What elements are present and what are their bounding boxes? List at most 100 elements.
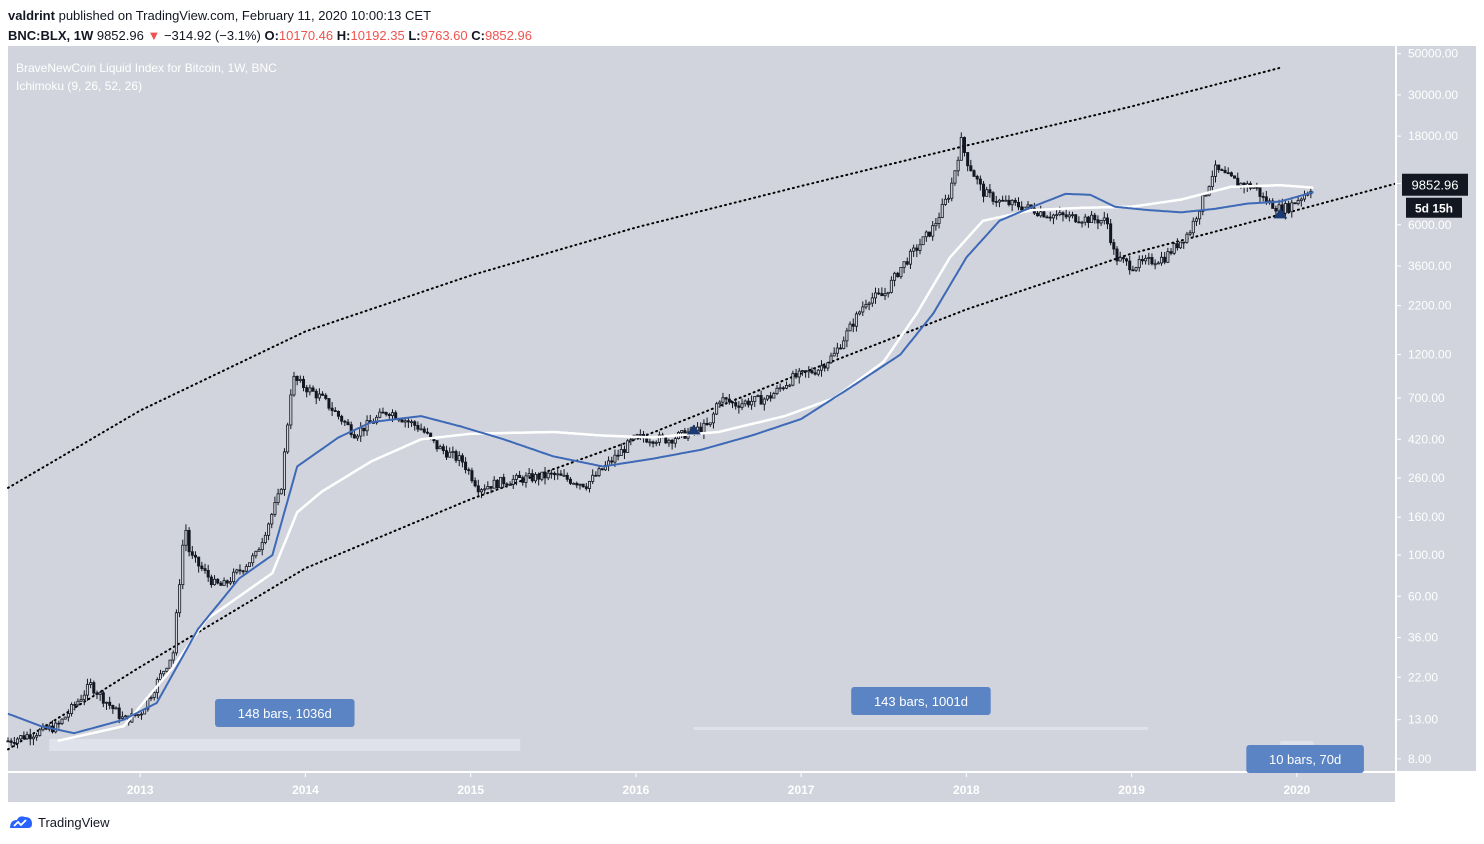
candle-body bbox=[327, 398, 331, 409]
up-triangle-icon bbox=[1273, 208, 1288, 219]
candle-body bbox=[826, 362, 830, 369]
candle-body bbox=[1115, 248, 1119, 262]
candle-body bbox=[1086, 216, 1090, 223]
candle-body bbox=[260, 542, 264, 551]
candle-body bbox=[1169, 251, 1173, 254]
candle-body bbox=[1179, 241, 1183, 249]
candle-body bbox=[270, 514, 274, 525]
candle-body bbox=[1204, 194, 1208, 197]
range-label-text: 148 bars, 1036d bbox=[238, 706, 332, 721]
candle-body bbox=[273, 502, 277, 515]
candle-body bbox=[559, 473, 563, 476]
candle-body bbox=[12, 742, 16, 744]
candle-body bbox=[219, 582, 223, 586]
candle-body bbox=[346, 421, 350, 426]
candle-body bbox=[267, 523, 271, 536]
candle-body bbox=[978, 178, 982, 185]
candle-body bbox=[330, 407, 334, 411]
price-change: −314.92 (−3.1%) bbox=[163, 28, 261, 43]
candle-body bbox=[403, 420, 407, 423]
candle-body bbox=[848, 323, 852, 332]
countdown-tag bbox=[1406, 197, 1462, 218]
candle-body bbox=[305, 387, 309, 393]
time-tick-label: 2016 bbox=[623, 783, 650, 797]
publisher-name[interactable]: valdrint bbox=[8, 8, 55, 23]
open-value: 10170.46 bbox=[278, 28, 334, 43]
candle-body bbox=[251, 555, 255, 564]
candle-body bbox=[1274, 208, 1278, 212]
candle-body bbox=[197, 556, 201, 567]
candle-body bbox=[654, 441, 658, 444]
candle-body bbox=[1175, 243, 1179, 249]
plot-area[interactable] bbox=[8, 46, 1396, 772]
candle-body bbox=[657, 434, 661, 443]
price-tick-label: 2200.00 bbox=[1408, 299, 1452, 313]
candle-body bbox=[737, 405, 741, 408]
candle-body bbox=[79, 699, 83, 702]
time-axis[interactable] bbox=[8, 772, 1396, 802]
price-tick-label: 260.00 bbox=[1408, 471, 1445, 485]
candle-body bbox=[54, 722, 58, 733]
candle-body bbox=[454, 451, 458, 461]
candle-body bbox=[340, 415, 344, 422]
candle-body bbox=[918, 244, 922, 251]
candle-body bbox=[28, 734, 32, 740]
candle-body bbox=[527, 473, 531, 477]
candle-body bbox=[893, 272, 897, 281]
candle-body bbox=[66, 713, 70, 718]
candle-body bbox=[759, 395, 763, 405]
candle-body bbox=[159, 673, 163, 680]
last-price-tag-text: 9852.96 bbox=[1412, 178, 1459, 193]
candle-body bbox=[1239, 182, 1243, 186]
candle-body bbox=[139, 713, 143, 716]
price-axis[interactable] bbox=[1396, 46, 1476, 772]
candle-body bbox=[333, 410, 337, 412]
candle-body bbox=[994, 201, 998, 203]
candle-body bbox=[810, 370, 814, 374]
candle-body bbox=[193, 554, 197, 558]
candle-body bbox=[880, 293, 884, 297]
candle-body bbox=[524, 475, 528, 483]
price-tick-label: 36.00 bbox=[1408, 631, 1438, 645]
candle-body bbox=[70, 704, 74, 714]
candle-body bbox=[1109, 223, 1113, 243]
candle-body bbox=[406, 420, 410, 423]
candle-body bbox=[352, 434, 356, 439]
candle-body bbox=[854, 313, 858, 327]
candle-body bbox=[16, 738, 20, 744]
close-label: C: bbox=[471, 28, 485, 43]
candle-body bbox=[842, 340, 846, 349]
candle-body bbox=[1194, 218, 1198, 222]
candle-body bbox=[1290, 202, 1294, 213]
candle-body bbox=[470, 470, 474, 482]
publish-line: valdrint published on TradingView.com, F… bbox=[8, 6, 532, 26]
candle-body bbox=[104, 701, 109, 704]
candle-body bbox=[648, 441, 652, 444]
candle-body bbox=[1236, 177, 1240, 186]
footer-brand[interactable]: TradingView bbox=[8, 814, 110, 830]
candle-body bbox=[1007, 199, 1011, 206]
candle-body bbox=[896, 272, 900, 278]
candle-body bbox=[203, 568, 207, 571]
candle-body bbox=[940, 204, 944, 218]
low-label: L: bbox=[408, 28, 421, 43]
candle-body bbox=[235, 569, 239, 573]
candle-body bbox=[629, 439, 633, 442]
candle-body bbox=[546, 472, 550, 479]
candle-body bbox=[410, 421, 414, 424]
candle-body bbox=[1147, 257, 1151, 259]
candle-body bbox=[120, 716, 124, 719]
candle-body bbox=[1261, 196, 1265, 198]
candle-body bbox=[228, 581, 232, 584]
candle-body bbox=[1042, 211, 1046, 218]
candle-body bbox=[95, 692, 99, 695]
candle-body bbox=[314, 390, 318, 399]
candle-body bbox=[279, 488, 283, 495]
up-triangle-icon bbox=[686, 424, 701, 435]
candle-body bbox=[460, 455, 464, 463]
candle-body bbox=[282, 451, 286, 490]
candle-body bbox=[851, 323, 855, 327]
candle-body bbox=[495, 479, 499, 489]
candle-body bbox=[1172, 243, 1176, 254]
